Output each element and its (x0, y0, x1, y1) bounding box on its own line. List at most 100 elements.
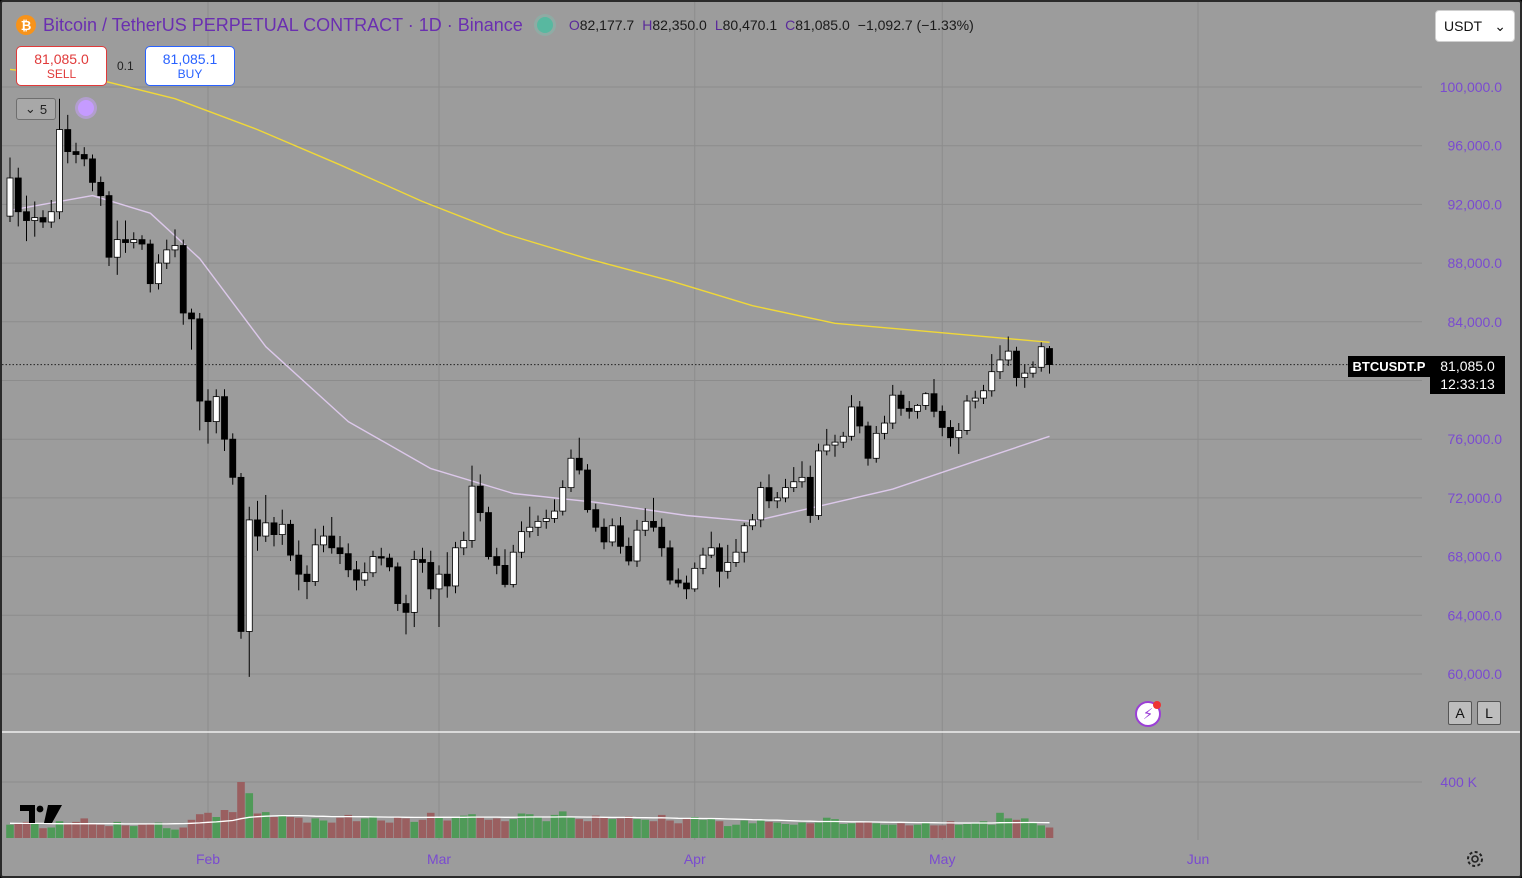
candle-up (815, 443, 822, 520)
candle-down (1046, 346, 1053, 374)
candle-down (806, 465, 814, 523)
candle-body (559, 487, 567, 512)
candle-body (881, 422, 888, 434)
volume-bar (344, 814, 353, 838)
candle-body (773, 497, 781, 502)
volume-bar (96, 824, 105, 838)
volume-bar (385, 822, 394, 838)
candle-down (575, 437, 583, 475)
volume-bar (509, 819, 518, 838)
candle-up (509, 544, 517, 588)
volume-bar (451, 817, 460, 838)
candle-body (344, 553, 352, 571)
axis-layer: 100,000.0 96,000.0 92,000.0 88,000.0 84,000.… (196, 79, 1502, 867)
currency-select[interactable]: USDT ⌄ (1435, 10, 1515, 42)
auto-scale-button[interactable]: A (1448, 701, 1472, 725)
candle-down (716, 543, 723, 588)
symbol-legend: ₿ Bitcoin / TetherUS PERPETUAL CONTRACT … (16, 13, 974, 37)
grid-layer (2, 2, 1520, 840)
candle-body (600, 526, 608, 543)
volume-bar (930, 825, 938, 838)
candle-body (608, 525, 616, 543)
volume-bar (220, 810, 229, 838)
candle-body (427, 562, 435, 590)
chevron-down-icon: ⌄ (24, 101, 36, 116)
candle-body (303, 573, 311, 582)
candle-up (56, 98, 63, 220)
sell-button[interactable]: 81,085.0 SELL (16, 46, 107, 86)
volume-bar (30, 823, 39, 838)
volume-bar (336, 817, 344, 838)
volume-bar (484, 819, 493, 838)
volume-bar (888, 824, 897, 838)
event-marker-icon[interactable] (78, 100, 94, 116)
candle-body (922, 393, 930, 406)
candle-body (287, 523, 294, 556)
candle-up (922, 392, 930, 410)
candle-body (493, 556, 501, 566)
candle-body (419, 559, 426, 563)
candle-body (138, 239, 146, 245)
volume-bar (426, 812, 435, 838)
candle-body (831, 441, 839, 446)
candle-down (930, 379, 938, 418)
volume-bar (1045, 827, 1054, 838)
volume-bar (616, 818, 625, 838)
candle-body (509, 551, 517, 585)
candle-body (369, 556, 377, 574)
candle-down (229, 433, 237, 485)
candle-up (245, 506, 253, 677)
candle-up (757, 481, 765, 528)
candle-body (237, 476, 245, 632)
volume-bar (327, 822, 336, 838)
buy-price: 81,085.1 (162, 51, 218, 67)
candle-down (179, 239, 187, 325)
candle-body (674, 579, 682, 584)
candle-body (179, 245, 187, 314)
log-scale-button[interactable]: L (1477, 701, 1501, 725)
gear-icon[interactable] (1464, 848, 1486, 870)
candle-up (782, 478, 789, 503)
moving-average-layer (9, 68, 1050, 523)
candle-body (757, 487, 765, 521)
volume-bar (1004, 818, 1013, 838)
candle-body (542, 518, 550, 522)
volume-tick-label: 400 K (1440, 774, 1477, 790)
candle-up (955, 423, 963, 454)
candle-body (468, 485, 476, 541)
candle-body (551, 510, 558, 519)
candle-down (625, 537, 633, 566)
candle-body (394, 566, 402, 604)
volume-bar (781, 824, 790, 838)
volume-bar (369, 816, 377, 838)
candle-body (889, 394, 897, 424)
candle-down (377, 547, 385, 566)
volume-bar (105, 826, 113, 838)
tradingview-logo-icon[interactable] (18, 802, 64, 826)
indicators-toggle-button[interactable]: ⌄ 5 (16, 98, 56, 120)
price-tick-label: 76,000.0 (1448, 431, 1503, 447)
ma-slow-line (9, 68, 1050, 343)
lightning-icon[interactable]: ⚡ (1135, 701, 1161, 727)
candle-body (864, 425, 872, 459)
volume-bar (55, 821, 64, 838)
volume-bar (270, 817, 278, 838)
candle-up (749, 514, 756, 531)
candle-body (204, 400, 212, 422)
month-tick-label: Apr (684, 851, 706, 867)
buy-button[interactable]: 81,085.1 BUY (145, 46, 235, 86)
candle-up (31, 201, 39, 237)
candle-down (897, 390, 905, 416)
volume-bar (756, 819, 765, 838)
candle-down (254, 500, 261, 551)
candle-up (633, 519, 641, 567)
symbol-title[interactable]: Bitcoin / TetherUS PERPETUAL CONTRACT · … (43, 14, 523, 35)
candle-up (848, 395, 855, 441)
volume-bar (633, 819, 641, 838)
volume-bar (921, 822, 930, 838)
market-status-icon[interactable] (536, 17, 553, 33)
candle-up (320, 525, 327, 553)
candle-body (633, 529, 641, 562)
